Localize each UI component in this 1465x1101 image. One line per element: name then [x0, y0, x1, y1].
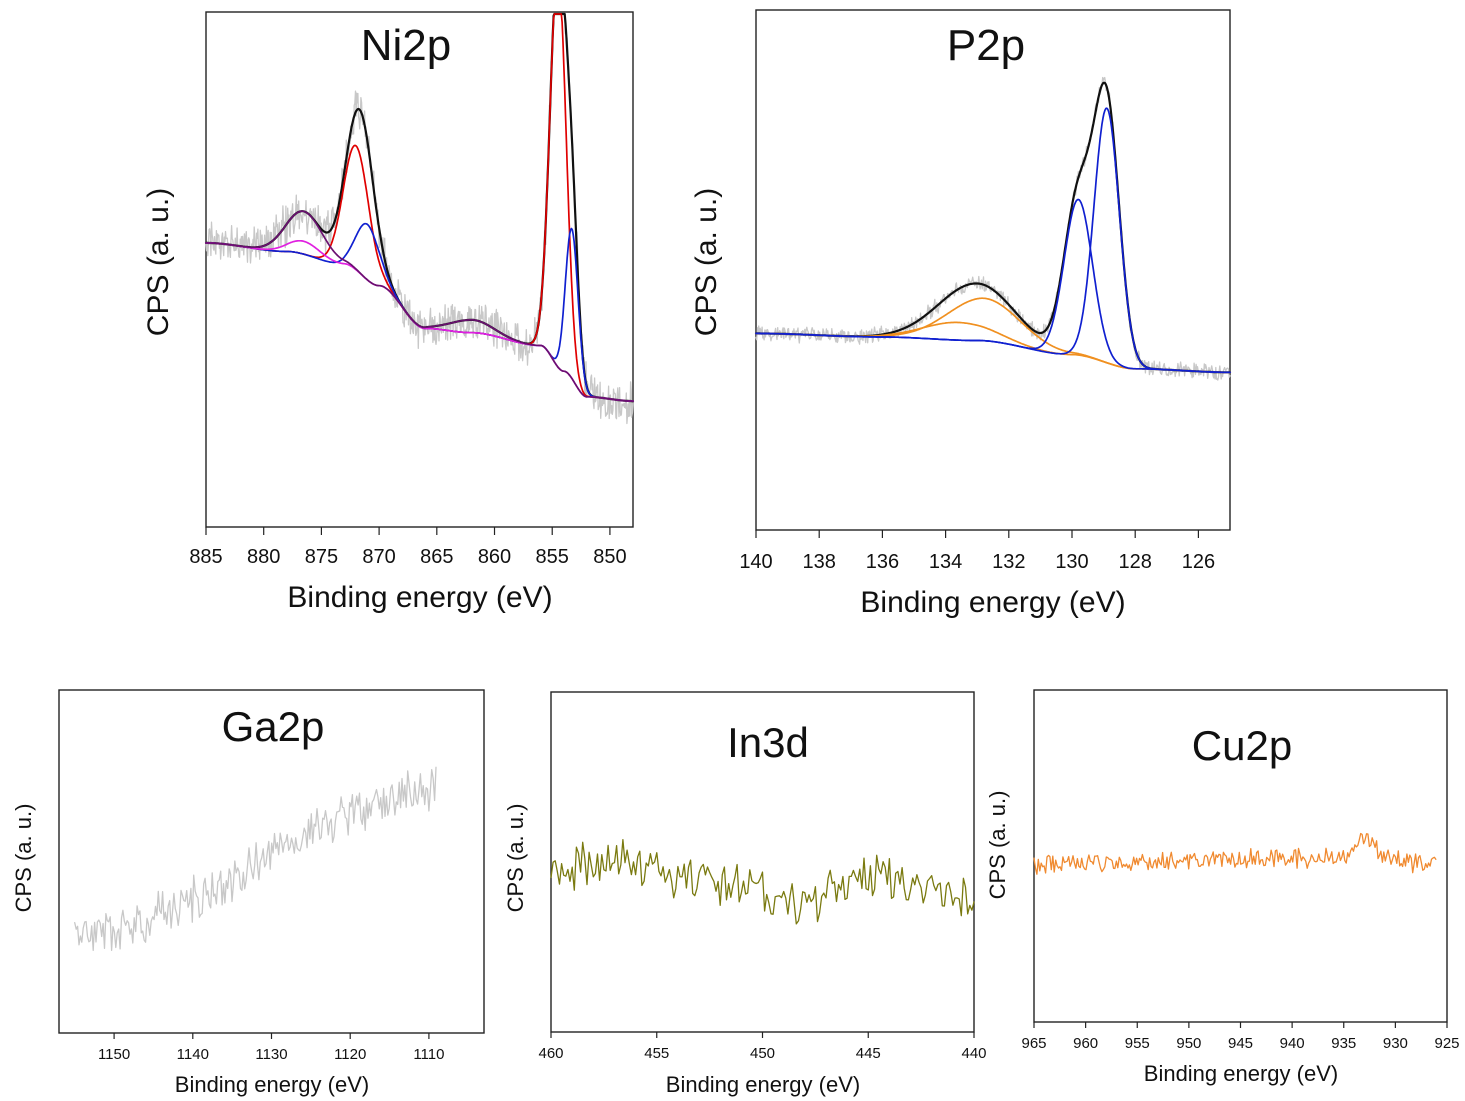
series-line-p2p-envelope-1 — [754, 81, 1232, 374]
y-axis-label-ni2p: CPS (a. u.) — [142, 188, 175, 336]
x-tick-label-ni2p: 870 — [362, 546, 395, 568]
x-tick-label-cu2p: 950 — [1176, 1035, 1201, 1052]
panel-title-cu2p: Cu2p — [1192, 722, 1292, 769]
x-axis-label-ni2p: Binding energy (eV) — [287, 581, 552, 614]
x-tick-label-p2p: 140 — [739, 551, 772, 573]
x-tick-label-ga2p: 1150 — [98, 1046, 130, 1063]
x-tick-label-ga2p: 1140 — [177, 1046, 209, 1063]
series-line-p2p-component-4 — [755, 198, 1231, 374]
x-tick-label-ga2p: 1120 — [334, 1046, 366, 1063]
x-tick-label-p2p: 128 — [1119, 551, 1152, 573]
x-tick-label-ni2p: 875 — [305, 546, 338, 568]
panel-cu2p: 965 960 955 950 945 940 935 930 925 Cu2p Binding… — [985, 689, 1460, 1086]
x-axis-label-p2p: Binding energy (eV) — [860, 586, 1125, 619]
x-tick-label-p2p: 134 — [929, 551, 962, 573]
plot-frame-p2p — [755, 9, 1231, 531]
x-tick-label-ni2p: 885 — [189, 546, 222, 568]
x-tick-label-p2p: 138 — [803, 551, 836, 573]
series-line-ni2p-component-5 — [205, 210, 634, 402]
series-group-ga2p — [74, 766, 437, 951]
y-axis-label-ga2p: CPS (a. u.) — [11, 804, 36, 913]
x-tick-label-cu2p: 955 — [1125, 1035, 1150, 1052]
x-tick-label-ni2p: 880 — [247, 546, 280, 568]
x-tick-label-ga2p: 1110 — [413, 1046, 444, 1063]
panel-ga2p: 1150 1140 1130 1120 1110 Ga2p Binding energy… — [11, 689, 485, 1097]
x-tick-label-ni2p: 860 — [478, 546, 511, 568]
x-tick-label-cu2p: 925 — [1434, 1035, 1459, 1052]
x-tick-label-p2p: 132 — [992, 551, 1025, 573]
x-tick-label-cu2p: 960 — [1073, 1035, 1098, 1052]
x-ticks-p2p: 140 138 136 134 132 130 128 126 — [739, 530, 1215, 573]
series-group-in3d — [550, 839, 975, 925]
plot-frame-ni2p — [205, 11, 634, 528]
x-tick-label-in3d: 440 — [961, 1045, 986, 1062]
series-group-p2p — [754, 76, 1232, 381]
series-group-ni2p — [204, 12, 635, 425]
x-tick-label-cu2p: 965 — [1021, 1035, 1046, 1052]
panel-title-ga2p: Ga2p — [222, 703, 325, 750]
panel-ni2p: 885 880 875 870 865 860 855 850 Ni2p Binding en… — [142, 11, 635, 614]
x-tick-label-ni2p: 855 — [536, 546, 569, 568]
x-ticks-in3d: 460 455 450 445 440 — [538, 1032, 987, 1062]
panel-in3d: 460 455 450 445 440 In3d Binding energy (eV)… — [503, 691, 987, 1097]
y-axis-label-p2p: CPS (a. u.) — [690, 188, 723, 336]
x-axis-label-ga2p: Binding energy (eV) — [175, 1072, 369, 1097]
x-tick-label-p2p: 130 — [1055, 551, 1088, 573]
panel-title-p2p: P2p — [947, 21, 1025, 70]
x-tick-label-p2p: 136 — [866, 551, 899, 573]
x-tick-label-p2p: 126 — [1182, 551, 1215, 573]
panel-title-in3d: In3d — [727, 719, 809, 766]
series-line-in3d-data-0 — [550, 839, 975, 925]
x-tick-label-cu2p: 945 — [1228, 1035, 1253, 1052]
y-axis-label-cu2p: CPS (a. u.) — [985, 791, 1010, 900]
series-line-cu2p-data-0 — [1033, 832, 1437, 875]
x-tick-label-cu2p: 935 — [1331, 1035, 1356, 1052]
x-tick-label-in3d: 460 — [538, 1045, 563, 1062]
x-tick-label-in3d: 455 — [644, 1045, 669, 1062]
series-line-p2p-component-5 — [755, 107, 1231, 374]
panel-title-ni2p: Ni2p — [361, 21, 452, 70]
x-tick-label-ni2p: 865 — [420, 546, 453, 568]
x-ticks-ga2p: 1150 1140 1130 1120 1110 — [98, 1033, 444, 1063]
x-tick-label-ga2p: 1130 — [255, 1046, 287, 1063]
x-tick-label-cu2p: 930 — [1383, 1035, 1408, 1052]
series-group-cu2p — [1033, 832, 1437, 875]
x-ticks-ni2p: 885 880 875 870 865 860 855 850 — [189, 527, 627, 568]
x-axis-label-in3d: Binding energy (eV) — [666, 1072, 860, 1097]
series-line-ga2p-data-0 — [74, 766, 437, 951]
x-axis-label-cu2p: Binding energy (eV) — [1144, 1061, 1338, 1086]
x-tick-label-ni2p: 850 — [593, 546, 626, 568]
x-tick-label-in3d: 445 — [856, 1045, 881, 1062]
y-axis-label-in3d: CPS (a. u.) — [503, 804, 528, 913]
panel-p2p: 140 138 136 134 132 130 128 126 P2p Binding ene… — [690, 9, 1232, 619]
x-tick-label-in3d: 450 — [750, 1045, 775, 1062]
x-tick-label-cu2p: 940 — [1280, 1035, 1305, 1052]
x-ticks-cu2p: 965 960 955 950 945 940 935 930 925 — [1021, 1022, 1460, 1052]
